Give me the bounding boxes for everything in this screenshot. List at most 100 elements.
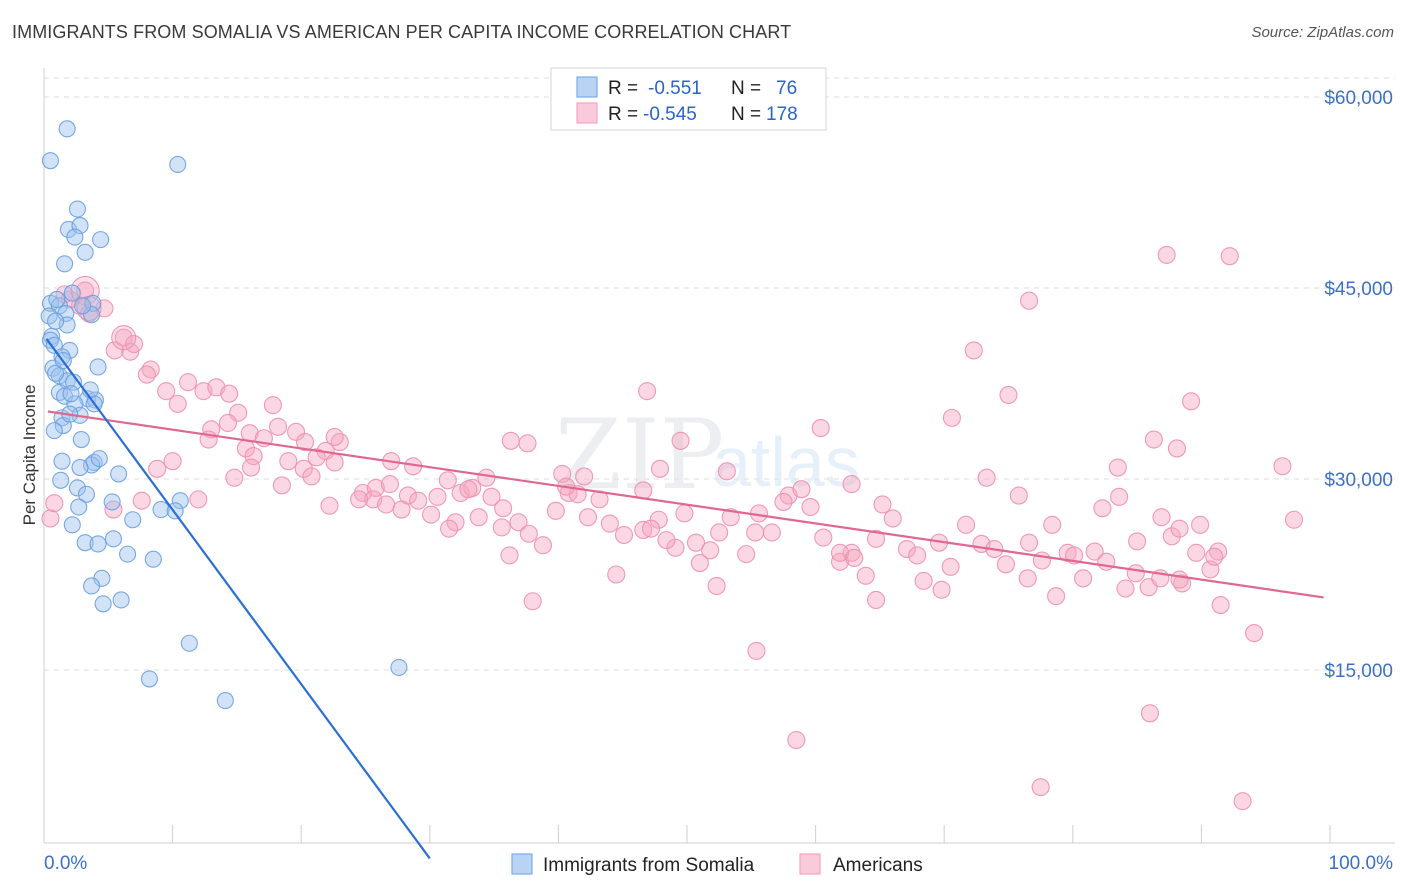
- data-point: [287, 422, 306, 441]
- data-point: [302, 467, 321, 486]
- data-point: [638, 382, 657, 401]
- data-point: [650, 459, 670, 478]
- data-point: [578, 508, 598, 527]
- data-point: [71, 458, 89, 477]
- data-point: [774, 492, 793, 511]
- legend-n-value-1: 76: [776, 78, 797, 99]
- data-point: [225, 468, 244, 487]
- data-point: [500, 546, 519, 565]
- data-point: [220, 384, 239, 403]
- legend-n-label-2: N =: [731, 104, 761, 125]
- data-point: [168, 394, 187, 413]
- data-point: [103, 493, 121, 511]
- data-point: [614, 525, 634, 545]
- data-point: [707, 576, 726, 596]
- legend-n-value-2: 178: [766, 104, 798, 125]
- data-point: [1031, 778, 1050, 797]
- data-point: [1116, 579, 1135, 598]
- data-point: [1273, 457, 1292, 476]
- data-point: [996, 555, 1015, 574]
- data-point: [830, 543, 850, 562]
- data-point: [686, 533, 706, 552]
- data-point: [74, 297, 92, 315]
- data-point: [1093, 499, 1112, 518]
- data-point: [957, 515, 976, 534]
- data-point: [575, 467, 594, 486]
- data-point: [45, 494, 64, 513]
- data-point: [533, 536, 553, 555]
- data-point: [279, 452, 298, 471]
- data-point: [1211, 596, 1230, 615]
- x-tick-label-max: 100.0%: [1329, 853, 1394, 874]
- legend-label-americans: Americans: [833, 855, 923, 876]
- data-point: [477, 468, 496, 487]
- data-point: [999, 385, 1018, 405]
- data-point: [307, 448, 326, 467]
- data-point: [152, 501, 170, 519]
- data-point: [47, 364, 65, 382]
- data-point: [546, 501, 565, 520]
- data-point: [1020, 291, 1039, 310]
- y-tick-label: $45,000: [1324, 279, 1393, 300]
- data-point: [1126, 564, 1145, 583]
- data-point: [634, 520, 653, 539]
- data-point: [77, 485, 95, 503]
- data-point: [52, 471, 70, 489]
- data-point: [56, 255, 74, 273]
- data-point: [41, 152, 59, 170]
- y-tick-labels: $15,000 $30,000 $45,000 $60,000: [1324, 88, 1393, 682]
- data-point: [801, 497, 820, 517]
- legend-swatch-somalia: [511, 853, 533, 875]
- data-point: [269, 417, 288, 436]
- data-point: [762, 523, 781, 542]
- data-point: [842, 475, 861, 494]
- watermark: ZIP atlas: [555, 399, 860, 511]
- data-point: [717, 462, 736, 481]
- data-point: [518, 434, 537, 453]
- data-point: [89, 535, 107, 553]
- legend-r-label-1: R =: [608, 78, 638, 99]
- data-point: [438, 471, 457, 490]
- data-point: [964, 341, 983, 360]
- data-point: [76, 243, 94, 261]
- data-point: [1167, 439, 1187, 458]
- data-point: [110, 465, 128, 483]
- stats-legend: R = -0.551 N = 76 R = -0.545 N = 178: [550, 67, 827, 131]
- legend-r-value-1: -0.551: [648, 78, 702, 99]
- data-point: [422, 505, 441, 524]
- chart-title: IMMIGRANTS FROM SOMALIA VS AMERICAN PER …: [12, 22, 792, 42]
- data-point: [72, 430, 90, 449]
- data-point: [1162, 527, 1181, 546]
- data-point: [1074, 569, 1093, 588]
- data-point: [814, 528, 833, 547]
- legend-swatch-pink: [576, 102, 598, 124]
- data-point: [1047, 587, 1066, 606]
- data-point: [1284, 510, 1304, 529]
- data-point: [296, 433, 315, 452]
- data-point: [178, 373, 198, 392]
- data-point: [169, 155, 187, 174]
- data-point: [690, 553, 709, 573]
- data-point: [47, 312, 65, 330]
- data-point: [92, 231, 110, 249]
- data-point: [241, 458, 261, 477]
- data-point: [845, 548, 864, 567]
- source-credit: Source: ZipAtlas.com: [1251, 24, 1394, 41]
- data-point: [377, 495, 396, 514]
- data-point: [1018, 569, 1037, 588]
- data-point: [63, 516, 81, 534]
- data-point: [469, 508, 488, 527]
- trend-line-somalia: [45, 338, 431, 860]
- trend-lines: [45, 338, 1324, 860]
- data-point: [914, 571, 933, 590]
- data-point: [1152, 508, 1171, 527]
- data-point: [294, 459, 313, 478]
- data-point: [330, 433, 349, 452]
- data-point: [41, 509, 60, 528]
- data-point: [390, 658, 408, 677]
- data-point-cluster: [111, 325, 137, 351]
- legend-swatch-blue: [576, 76, 598, 98]
- trend-line-americans: [47, 410, 1324, 599]
- legend-label-somalia: Immigrants from Somalia: [543, 855, 755, 876]
